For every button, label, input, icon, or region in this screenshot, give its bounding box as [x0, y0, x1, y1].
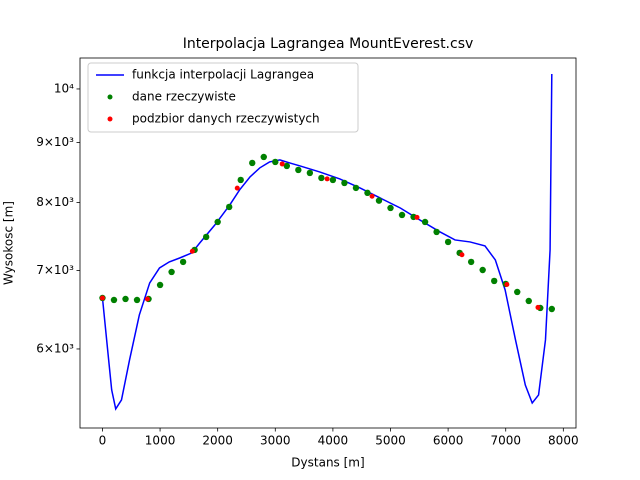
- data-point: [189, 248, 195, 254]
- x-tick-label: 1000: [145, 434, 176, 448]
- data-point: [110, 296, 118, 304]
- x-tick-label: 5000: [375, 434, 406, 448]
- data-point: [414, 214, 420, 220]
- data-point: [364, 189, 371, 197]
- data-point: [249, 159, 256, 167]
- data-point: [548, 305, 556, 313]
- axes-frame: [79, 57, 577, 429]
- data-point: [318, 174, 325, 182]
- data-point: [156, 281, 164, 289]
- data-point: [133, 296, 141, 304]
- data-point: [444, 238, 452, 246]
- x-tick-label: 7000: [490, 434, 521, 448]
- data-point: [99, 295, 105, 301]
- data-point: [306, 169, 314, 177]
- legend-marker: [107, 116, 113, 122]
- data-point: [226, 203, 233, 211]
- x-tick-label: 0: [99, 434, 107, 448]
- data-point: [324, 176, 330, 182]
- x-axis-label: Dystans [m]: [291, 456, 364, 470]
- data-point: [283, 162, 291, 170]
- data-point: [341, 179, 348, 187]
- data-point: [387, 204, 394, 212]
- data-point: [459, 252, 465, 258]
- legend-box: [87, 62, 359, 133]
- data-point: [479, 266, 486, 274]
- data-point: [329, 176, 337, 184]
- x-tick-label: 3000: [260, 434, 291, 448]
- data-point: [260, 153, 267, 161]
- y-tick-label: 6×10³: [36, 341, 74, 355]
- data-point: [237, 176, 244, 184]
- data-point: [421, 218, 429, 226]
- data-point: [122, 295, 129, 303]
- plot-area: [99, 73, 556, 411]
- y-axis-label: Wysokosc [m]: [2, 201, 16, 285]
- data-point: [144, 296, 150, 302]
- data-point: [234, 185, 240, 191]
- data-point: [352, 184, 360, 192]
- x-tick-label: 8000: [548, 434, 579, 448]
- interpolation-line: [101, 73, 553, 411]
- x-tick-label: 2000: [202, 434, 233, 448]
- data-point: [214, 218, 221, 226]
- legend-label: dane rzeczywiste: [132, 90, 236, 104]
- data-point: [179, 258, 187, 266]
- data-point: [398, 211, 406, 219]
- data-point: [202, 233, 210, 241]
- data-point: [504, 282, 510, 288]
- y-tick-label: 10⁴: [54, 81, 74, 95]
- data-point: [514, 288, 521, 296]
- y-tick-label: 8×10³: [36, 195, 74, 209]
- x-tick-label: 6000: [433, 434, 464, 448]
- legend-label: funkcja interpolacji Lagrangea: [132, 68, 314, 82]
- data-point: [168, 268, 175, 276]
- chart-title: Interpolacja Lagrangea MountEverest.csv: [183, 36, 474, 52]
- data-point: [490, 277, 498, 285]
- data-point: [279, 161, 285, 167]
- data-point: [369, 193, 375, 199]
- data-point: [272, 158, 279, 166]
- data-point: [525, 297, 532, 305]
- x-tick-label: 4000: [318, 434, 349, 448]
- data-point: [535, 304, 541, 310]
- legend-label: podzbior danych rzeczywistych: [132, 112, 320, 126]
- data-point: [467, 258, 475, 266]
- data-point: [433, 228, 440, 236]
- data-point: [295, 166, 302, 174]
- legend-marker: [107, 94, 113, 100]
- y-tick-label: 7×10³: [36, 263, 74, 277]
- data-point: [375, 197, 383, 204]
- y-tick-label: 9×10³: [36, 135, 74, 149]
